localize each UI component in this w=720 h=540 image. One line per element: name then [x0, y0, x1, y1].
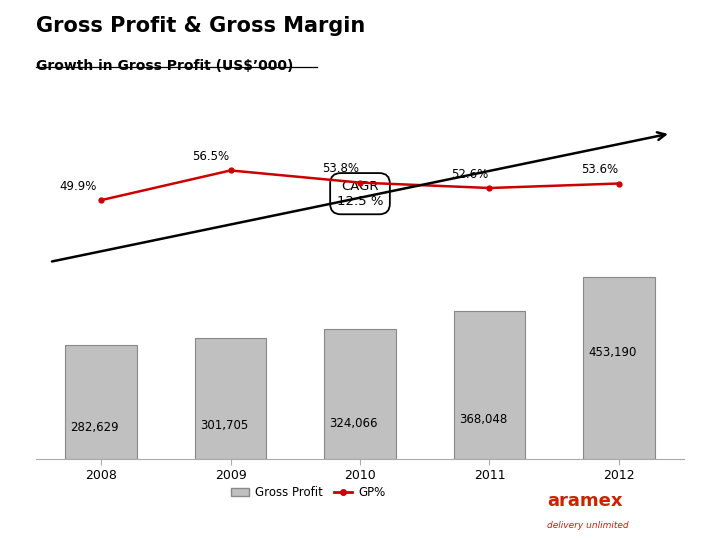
Text: 49.9%: 49.9% — [59, 180, 96, 193]
Bar — [583, 277, 654, 459]
Text: 53.6%: 53.6% — [581, 163, 618, 176]
Text: 53.8%: 53.8% — [322, 163, 359, 176]
Legend: Gross Profit, GP%: Gross Profit, GP% — [226, 481, 390, 504]
Bar — [66, 346, 137, 459]
Text: CAGR
12.5 %: CAGR 12.5 % — [337, 180, 383, 208]
Text: Gross Profit & Gross Margin: Gross Profit & Gross Margin — [36, 16, 365, 36]
Bar — [454, 311, 525, 459]
Text: 453,190: 453,190 — [588, 346, 636, 359]
Text: delivery unlimited: delivery unlimited — [547, 521, 629, 530]
Text: aramex: aramex — [547, 492, 623, 510]
Bar — [195, 338, 266, 459]
Text: 324,066: 324,066 — [329, 417, 378, 430]
Text: 282,629: 282,629 — [71, 421, 119, 434]
Bar — [325, 329, 395, 459]
Text: 56.5%: 56.5% — [192, 150, 230, 163]
Text: 301,705: 301,705 — [200, 420, 248, 433]
Text: 52.6%: 52.6% — [451, 168, 489, 181]
Text: 368,048: 368,048 — [459, 414, 507, 427]
Text: Growth in Gross Profit (US$’000): Growth in Gross Profit (US$’000) — [36, 59, 293, 73]
